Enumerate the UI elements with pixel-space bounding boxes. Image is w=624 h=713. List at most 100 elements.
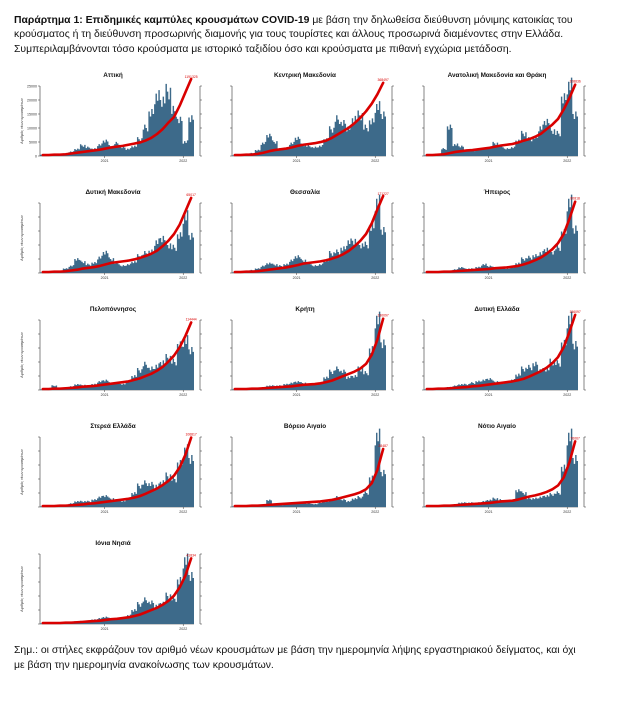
x-tick-label: 2022 bbox=[371, 393, 379, 397]
chart-svg: 156097 2021 2022 bbox=[422, 310, 586, 397]
x-tick-label: 2022 bbox=[371, 510, 379, 514]
cumulative-line bbox=[425, 440, 577, 508]
y-tick-label: 0 bbox=[35, 155, 37, 159]
x-tick-label: 2022 bbox=[179, 276, 187, 280]
cumulative-line bbox=[425, 83, 577, 157]
y-tick-label: 20000 bbox=[27, 99, 37, 103]
y-axis-label: Αριθμός νέων κρουσμάτων bbox=[20, 566, 24, 612]
x-tick-label: 2021 bbox=[293, 510, 301, 514]
daily-cases-bars bbox=[232, 311, 386, 390]
chart-panel: Στερεά Ελλάδα Αριθμός νέων κρουσμάτων 1068… bbox=[18, 423, 208, 523]
cumulative-line bbox=[425, 313, 577, 391]
chart-title: Κρήτη bbox=[295, 306, 315, 313]
daily-cases-bars bbox=[232, 101, 386, 156]
cumulative-line bbox=[41, 77, 193, 157]
cumulative-label: 114444 bbox=[186, 318, 197, 322]
y-axis-label: Αριθμός νέων κρουσμάτων bbox=[20, 215, 24, 261]
cumulative-line bbox=[233, 317, 385, 391]
chart-title: Ήπειρος bbox=[483, 189, 511, 196]
x-tick-label: 2021 bbox=[101, 159, 109, 163]
daily-cases-bars bbox=[424, 194, 578, 273]
cumulative-line bbox=[233, 194, 385, 274]
chart-panel: Δυτική Ελλάδα 156097 2021 2022 bbox=[402, 306, 592, 406]
daily-cases-bars bbox=[40, 210, 194, 273]
cumulative-label: 41834 bbox=[186, 553, 196, 557]
chart-title: Πελοπόννησος bbox=[89, 306, 137, 313]
x-tick-label: 2021 bbox=[485, 276, 493, 280]
daily-cases-bars bbox=[424, 77, 578, 156]
chart-title: Ανατολική Μακεδονία και Θράκη bbox=[447, 72, 547, 79]
chart-title: Στερεά Ελλάδα bbox=[90, 423, 136, 430]
x-tick-label: 2022 bbox=[371, 159, 379, 163]
cumulative-label: 130097 bbox=[377, 314, 388, 318]
daily-cases-bars bbox=[40, 83, 194, 156]
x-tick-label: 2022 bbox=[179, 159, 187, 163]
chart-panel: Βόρειο Αιγαίο 28487 2021 2022 bbox=[210, 423, 400, 523]
chart-svg: 80818 2021 2022 bbox=[422, 194, 586, 280]
chart-svg: 130097 2021 2022 bbox=[230, 311, 394, 397]
daily-cases-bars bbox=[40, 444, 194, 507]
chart-panel: Αττική 0 5000 10000 15000 20000 25000 Αριθμός ν… bbox=[18, 72, 208, 172]
cumulative-line bbox=[41, 436, 193, 508]
cumulative-label: 65017 bbox=[186, 193, 196, 197]
chart-title: Αττική bbox=[103, 72, 123, 79]
x-tick-label: 2022 bbox=[563, 393, 571, 397]
chart-panel: Κρήτη 130097 2021 2022 bbox=[210, 306, 400, 406]
chart-svg: 171227 2021 2022 bbox=[230, 192, 394, 280]
daily-cases-bars bbox=[424, 428, 578, 507]
chart-svg: Αριθμός νέων κρουσμάτων 114444 2021 2022 bbox=[20, 318, 202, 397]
x-tick-label: 2022 bbox=[179, 510, 187, 514]
daily-cases-bars bbox=[232, 194, 386, 273]
caption-title: Επιδημικές καμπύλες κρουσμάτων COVID-19 bbox=[85, 15, 310, 26]
cumulative-line bbox=[233, 81, 385, 157]
chart-title: Κεντρική Μακεδονία bbox=[274, 72, 336, 79]
x-tick-label: 2022 bbox=[563, 159, 571, 163]
y-axis-label: Αριθμός νέων κρουσμάτων bbox=[20, 98, 24, 144]
chart-svg: Αριθμός νέων κρουσμάτων 41834 2021 2022 bbox=[20, 553, 202, 631]
x-tick-label: 2022 bbox=[179, 393, 187, 397]
x-tick-label: 2021 bbox=[485, 159, 493, 163]
x-tick-label: 2021 bbox=[293, 393, 301, 397]
footnote: Σημ.: οι στήλες εκφράζουν τον αριθμό νέω… bbox=[14, 645, 576, 671]
cumulative-label: 28487 bbox=[378, 444, 388, 448]
chart-title: Βόρειο Αιγαίο bbox=[283, 423, 327, 430]
cumulative-label: 368497 bbox=[377, 78, 388, 82]
cumulative-line bbox=[41, 557, 193, 625]
caption-label: Παράρτημα 1: bbox=[14, 15, 83, 26]
chart-svg: 76067 2021 2022 bbox=[422, 428, 586, 514]
daily-cases-bars bbox=[424, 311, 578, 390]
cumulative-line bbox=[233, 447, 385, 508]
x-tick-label: 2021 bbox=[101, 393, 109, 397]
chart-panel: Θεσσαλία 171227 2021 2022 bbox=[210, 189, 400, 289]
x-tick-label: 2021 bbox=[101, 276, 109, 280]
cumulative-label: 171227 bbox=[377, 192, 388, 196]
chart-panel: Ανατολική Μακεδονία και Θράκη 108836 2021 2… bbox=[402, 72, 592, 172]
chart-svg: 0 5000 10000 15000 20000 25000 Αριθμός νέων κρ… bbox=[20, 75, 202, 163]
chart-title: Νότιο Αιγαίο bbox=[478, 423, 516, 430]
cumulative-label: 156097 bbox=[569, 310, 580, 314]
daily-cases-bars bbox=[232, 428, 386, 507]
x-tick-label: 2021 bbox=[485, 393, 493, 397]
x-tick-label: 2021 bbox=[101, 627, 109, 631]
chart-panel: Ήπειρος 80818 2021 2022 bbox=[402, 189, 592, 289]
chart-title: Ιόνια Νησιά bbox=[95, 540, 131, 547]
cumulative-label: 80818 bbox=[570, 197, 580, 201]
daily-cases-bars bbox=[40, 553, 194, 624]
cumulative-label: 106817 bbox=[185, 433, 196, 437]
x-tick-label: 2021 bbox=[101, 510, 109, 514]
cumulative-line bbox=[41, 196, 193, 274]
x-tick-label: 2022 bbox=[563, 510, 571, 514]
y-tick-label: 10000 bbox=[27, 127, 37, 131]
chart-svg: 28487 2021 2022 bbox=[230, 428, 394, 514]
cumulative-label: 1191325 bbox=[185, 75, 198, 79]
x-tick-label: 2021 bbox=[293, 276, 301, 280]
x-tick-label: 2022 bbox=[563, 276, 571, 280]
chart-svg: Αριθμός νέων κρουσμάτων 106817 2021 2022 bbox=[20, 433, 202, 514]
chart-svg: Αριθμός νέων κρουσμάτων 65017 2021 2022 bbox=[20, 193, 202, 280]
x-tick-label: 2022 bbox=[179, 627, 187, 631]
chart-panel: Ιόνια Νησιά Αριθμός νέων κρουσμάτων 41834 2… bbox=[18, 540, 208, 640]
chart-panel: Νότιο Αιγαίο 76067 2021 2022 bbox=[402, 423, 592, 523]
figure-caption: Παράρτημα 1: Επιδημικές καμπύλες κρουσμά… bbox=[14, 14, 580, 57]
chart-title: Δυτική Μακεδονία bbox=[85, 189, 141, 196]
chart-panel: Κεντρική Μακεδονία 368497 2021 2022 bbox=[210, 72, 400, 172]
